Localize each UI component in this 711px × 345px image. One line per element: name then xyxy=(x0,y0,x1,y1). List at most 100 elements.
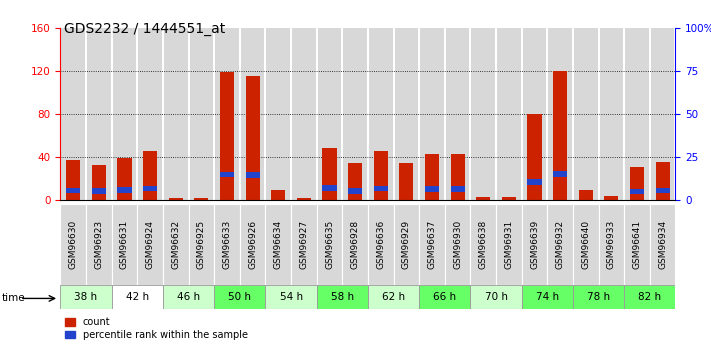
Text: GSM96929: GSM96929 xyxy=(402,219,411,269)
Bar xyxy=(117,158,132,200)
Bar xyxy=(163,204,188,285)
Bar xyxy=(523,28,546,200)
Bar xyxy=(214,204,240,285)
Text: 38 h: 38 h xyxy=(75,292,97,302)
Bar xyxy=(241,28,264,200)
Bar xyxy=(553,71,567,200)
Text: GSM96926: GSM96926 xyxy=(248,219,257,269)
Bar xyxy=(215,28,239,200)
Bar xyxy=(240,204,265,285)
Bar xyxy=(471,285,522,309)
Text: GSM96933: GSM96933 xyxy=(607,219,616,269)
Text: GDS2232 / 1444551_at: GDS2232 / 1444551_at xyxy=(64,22,225,37)
Bar xyxy=(265,204,291,285)
Bar xyxy=(113,28,137,200)
Bar xyxy=(291,204,316,285)
Bar xyxy=(296,198,311,200)
Bar xyxy=(169,198,183,200)
Bar xyxy=(112,285,163,309)
Bar xyxy=(451,154,465,200)
Text: 78 h: 78 h xyxy=(587,292,610,302)
Bar xyxy=(87,28,111,200)
Text: time: time xyxy=(2,294,26,303)
Text: 70 h: 70 h xyxy=(485,292,508,302)
Bar xyxy=(650,204,675,285)
Text: GSM96630: GSM96630 xyxy=(69,219,77,269)
Bar xyxy=(271,190,285,200)
Text: GSM96932: GSM96932 xyxy=(555,219,565,269)
Bar xyxy=(528,179,542,185)
Text: GSM96632: GSM96632 xyxy=(171,219,181,269)
Bar xyxy=(522,285,573,309)
Text: GSM96924: GSM96924 xyxy=(146,219,154,269)
Bar xyxy=(188,204,214,285)
Bar xyxy=(528,114,542,200)
Bar xyxy=(66,160,80,200)
Bar xyxy=(163,285,214,309)
Bar xyxy=(60,204,86,285)
Bar xyxy=(599,204,624,285)
Bar xyxy=(92,188,106,194)
Bar xyxy=(137,204,163,285)
Text: 58 h: 58 h xyxy=(331,292,354,302)
Bar xyxy=(143,150,157,200)
Text: GSM96641: GSM96641 xyxy=(633,219,641,269)
Bar xyxy=(445,204,471,285)
Bar xyxy=(318,28,341,200)
Text: GSM96638: GSM96638 xyxy=(479,219,488,269)
Bar xyxy=(368,285,419,309)
Text: GSM96633: GSM96633 xyxy=(223,219,232,269)
Bar xyxy=(548,28,572,200)
Text: 62 h: 62 h xyxy=(382,292,405,302)
Bar xyxy=(471,28,495,200)
Bar xyxy=(446,28,469,200)
Bar xyxy=(267,28,290,200)
Text: 74 h: 74 h xyxy=(536,292,559,302)
Bar xyxy=(265,285,316,309)
Text: GSM96927: GSM96927 xyxy=(299,219,309,269)
Bar xyxy=(419,285,471,309)
Bar xyxy=(316,285,368,309)
Bar xyxy=(574,28,597,200)
Text: 54 h: 54 h xyxy=(279,292,303,302)
Bar xyxy=(117,187,132,193)
Bar xyxy=(476,197,491,200)
Bar xyxy=(66,188,80,193)
Bar xyxy=(394,204,419,285)
Text: 66 h: 66 h xyxy=(433,292,456,302)
Bar xyxy=(292,28,316,200)
Bar xyxy=(579,190,593,200)
Bar xyxy=(343,28,367,200)
Bar xyxy=(624,204,650,285)
Text: GSM96931: GSM96931 xyxy=(504,219,513,269)
Bar xyxy=(374,186,387,191)
Bar xyxy=(139,28,162,200)
Bar xyxy=(497,28,520,200)
Text: GSM96928: GSM96928 xyxy=(351,219,360,269)
Bar xyxy=(451,186,465,192)
Bar xyxy=(369,28,392,200)
Text: 82 h: 82 h xyxy=(638,292,661,302)
Text: GSM96934: GSM96934 xyxy=(658,219,667,269)
Text: GSM96634: GSM96634 xyxy=(274,219,283,269)
Text: GSM96639: GSM96639 xyxy=(530,219,539,269)
Bar xyxy=(502,197,516,200)
Bar xyxy=(419,204,445,285)
Bar xyxy=(547,204,573,285)
Bar xyxy=(471,204,496,285)
Text: 50 h: 50 h xyxy=(228,292,251,302)
Bar xyxy=(553,171,567,177)
Bar xyxy=(630,189,644,194)
Legend: count, percentile rank within the sample: count, percentile rank within the sample xyxy=(65,317,248,340)
Bar xyxy=(245,172,260,178)
Bar xyxy=(60,285,112,309)
Bar xyxy=(630,167,644,200)
Bar xyxy=(323,185,336,191)
Bar xyxy=(61,28,85,200)
Bar xyxy=(496,204,522,285)
Bar xyxy=(214,285,265,309)
Text: GSM96635: GSM96635 xyxy=(325,219,334,269)
Bar xyxy=(368,204,394,285)
Bar xyxy=(522,204,547,285)
Bar xyxy=(164,28,188,200)
